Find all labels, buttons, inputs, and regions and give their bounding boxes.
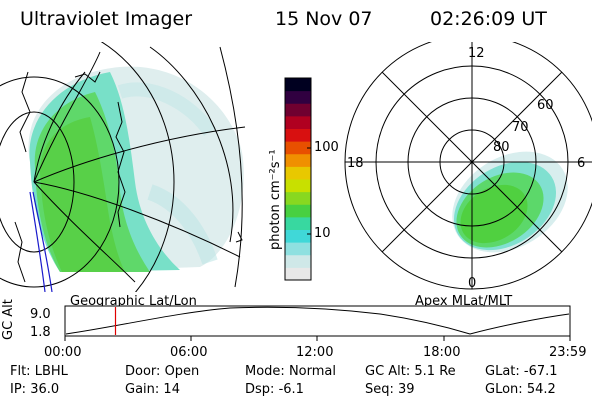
colorbar-swatch	[285, 103, 311, 117]
time-tick-0600: 06:00	[170, 345, 208, 360]
altitude-axis-label: GC Alt	[1, 299, 16, 340]
colorbar-swatch	[285, 166, 311, 180]
colorbar-swatch	[285, 179, 311, 193]
colorbar-swatch	[285, 141, 311, 155]
mlat-label-80: 80	[493, 140, 510, 155]
auroral-image-geo	[28, 66, 244, 272]
colorbar-gradient	[285, 78, 311, 281]
door-value: Open	[164, 364, 200, 379]
coastlines	[14, 71, 243, 283]
door-label: Door:	[125, 364, 161, 379]
mode-value: Normal	[288, 364, 336, 379]
ip-label: IP:	[10, 382, 27, 397]
time-tick-2359: 23:59	[549, 345, 587, 360]
info-gcalt: GC Alt: 5.1 Re	[365, 364, 456, 379]
colorbar-swatch	[285, 191, 311, 205]
colorbar-swatch	[285, 115, 311, 129]
terminator-line	[29, 191, 53, 292]
ip-value: 36.0	[30, 382, 60, 397]
flt-label: Flt:	[10, 364, 31, 379]
gcalt-label: GC Alt:	[365, 364, 411, 379]
glat-value: -67.1	[523, 364, 558, 379]
info-dsp: Dsp: -6.1	[245, 382, 304, 397]
geographic-map	[0, 42, 246, 292]
polar-mlt-map	[344, 42, 592, 290]
glat-label: GLat:	[485, 364, 520, 379]
gcalt-value: 5.1 Re	[414, 364, 456, 379]
polar-grid	[344, 42, 592, 290]
colorbar-unit-label: photon cm⁻²s⁻¹	[268, 149, 283, 250]
colorbar-swatch	[285, 229, 311, 243]
flt-value: LBHL	[34, 364, 68, 379]
mlt-label-6: 6	[577, 156, 586, 171]
info-gain: Gain: 14	[125, 382, 180, 397]
colorbar-swatch	[285, 267, 311, 281]
instrument-title: Ultraviolet Imager	[20, 8, 193, 30]
gain-label: Gain:	[125, 382, 160, 397]
gain-value: 14	[163, 382, 180, 397]
altitude-ytick-bottom: 1.8	[30, 325, 51, 340]
glon-value: 54.2	[526, 382, 556, 397]
info-glat: GLat: -67.1	[485, 364, 558, 379]
geo-map-label: Geographic Lat/Lon	[70, 294, 197, 309]
altitude-plot	[64, 305, 571, 341]
info-glon: GLon: 54.2	[485, 382, 556, 397]
time-tick-1200: 12:00	[296, 345, 334, 360]
image-date: 15 Nov 07	[275, 8, 373, 30]
dsp-label: Dsp:	[245, 382, 275, 397]
colorbar-swatch	[285, 78, 311, 92]
auroral-oval-polar	[452, 151, 568, 253]
mlat-label-60: 60	[537, 98, 554, 113]
altitude-curve	[65, 306, 570, 335]
mlt-label-0: 0	[468, 276, 477, 291]
glon-label: GLon:	[485, 382, 523, 397]
colorbar-swatch	[285, 254, 311, 268]
mlat-label-70: 70	[512, 120, 529, 135]
colorbar-swatch	[285, 204, 311, 218]
colorbar-tick-100: 100	[314, 140, 339, 155]
info-flt: Flt: LBHL	[10, 364, 68, 379]
info-seq: Seq: 39	[365, 382, 415, 397]
colorbar	[284, 77, 312, 281]
image-time: 02:26:09 UT	[430, 8, 547, 30]
mlt-label-12: 12	[468, 46, 485, 61]
seq-label: Seq:	[365, 382, 394, 397]
altitude-ytick-top: 9.0	[30, 307, 51, 322]
mode-label: Mode:	[245, 364, 285, 379]
colorbar-swatch	[285, 216, 311, 230]
colorbar-swatch	[285, 242, 311, 256]
colorbar-swatch	[285, 153, 311, 167]
polar-map-label: Apex MLat/MLT	[415, 294, 513, 309]
seq-value: 39	[398, 382, 415, 397]
colorbar-swatch	[285, 128, 311, 142]
colorbar-swatch	[285, 90, 311, 104]
time-tick-0000: 00:00	[44, 345, 82, 360]
geo-grid	[0, 42, 246, 292]
info-mode: Mode: Normal	[245, 364, 336, 379]
dsp-value: -6.1	[278, 382, 304, 397]
info-ip: IP: 36.0	[10, 382, 59, 397]
colorbar-tick-10: 10	[314, 226, 331, 241]
time-tick-1800: 18:00	[423, 345, 461, 360]
info-door: Door: Open	[125, 364, 199, 379]
mlt-label-18: 18	[347, 156, 364, 171]
